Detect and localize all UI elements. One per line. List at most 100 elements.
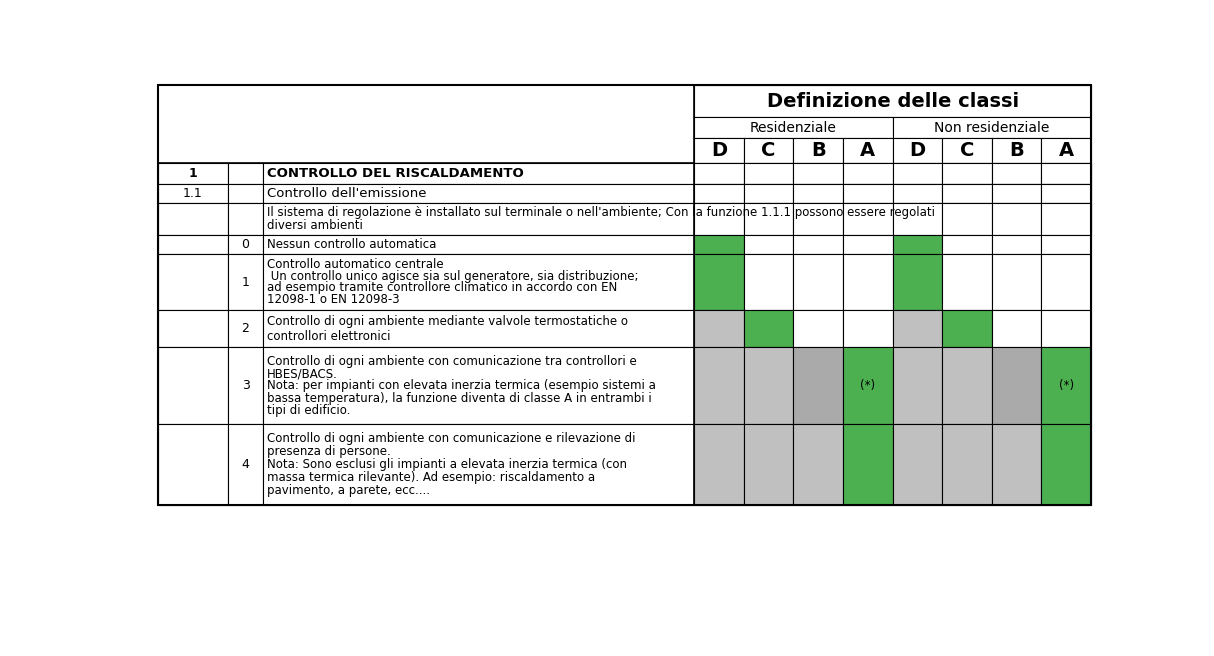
Bar — [992, 138, 1042, 163]
Text: (*): (*) — [1059, 379, 1074, 392]
Text: diversi ambienti: diversi ambienti — [267, 219, 363, 232]
Bar — [158, 163, 694, 504]
Text: 1: 1 — [242, 276, 249, 289]
Bar — [694, 348, 744, 424]
Bar — [843, 184, 892, 203]
Bar — [794, 253, 843, 310]
Bar — [942, 424, 992, 504]
Bar — [158, 203, 228, 235]
Bar — [694, 235, 744, 253]
Bar — [694, 163, 744, 184]
Bar — [228, 184, 263, 203]
Bar — [794, 424, 843, 504]
Bar — [158, 184, 228, 203]
Bar — [942, 184, 992, 203]
Bar — [992, 163, 1042, 184]
Text: bassa temperatura), la funzione diventa di classe A in entrambi i: bassa temperatura), la funzione diventa … — [267, 392, 652, 405]
Text: Nota: Sono esclusi gli impianti a elevata inerzia termica (con: Nota: Sono esclusi gli impianti a elevat… — [267, 458, 628, 471]
Bar — [263, 203, 1091, 235]
Text: Non residenziale: Non residenziale — [934, 121, 1050, 134]
Text: HBES/BACS.: HBES/BACS. — [267, 367, 339, 380]
Text: A: A — [1059, 141, 1074, 160]
Bar — [744, 253, 794, 310]
Text: Controllo di ogni ambiente con comunicazione e rilevazione di: Controllo di ogni ambiente con comunicaz… — [267, 432, 636, 445]
Text: Controllo di ogni ambiente con comunicazione tra controllori e: Controllo di ogni ambiente con comunicaz… — [267, 355, 637, 368]
Text: 3: 3 — [242, 379, 249, 392]
Bar — [992, 184, 1042, 203]
Text: Controllo automatico centrale: Controllo automatico centrale — [267, 258, 444, 272]
Bar — [744, 424, 794, 504]
Bar — [158, 235, 228, 253]
Bar — [843, 253, 892, 310]
Bar — [158, 348, 228, 424]
Bar — [843, 163, 892, 184]
Bar — [992, 348, 1042, 424]
Bar — [158, 424, 228, 504]
Bar — [694, 310, 744, 348]
Bar — [228, 203, 263, 235]
Text: 0: 0 — [242, 237, 250, 251]
Bar — [694, 85, 1091, 117]
Text: C: C — [960, 141, 975, 160]
Bar — [228, 348, 263, 424]
Bar — [843, 424, 892, 504]
Text: massa termica rilevante). Ad esempio: riscaldamento a: massa termica rilevante). Ad esempio: ri… — [267, 471, 595, 484]
Bar — [892, 117, 1091, 138]
Bar — [892, 184, 942, 203]
Bar — [1042, 424, 1091, 504]
Text: B: B — [1009, 141, 1025, 160]
Bar — [942, 310, 992, 348]
Bar — [794, 235, 843, 253]
Bar — [992, 310, 1042, 348]
Bar — [263, 348, 694, 424]
Bar — [158, 85, 1091, 504]
Bar — [744, 235, 794, 253]
Text: 1.1: 1.1 — [183, 187, 203, 200]
Bar — [892, 310, 942, 348]
Text: CONTROLLO DEL RISCALDAMENTO: CONTROLLO DEL RISCALDAMENTO — [267, 167, 524, 180]
Bar — [1042, 184, 1091, 203]
Bar — [892, 203, 942, 235]
Bar — [1042, 138, 1091, 163]
Bar — [942, 203, 992, 235]
Bar — [228, 235, 263, 253]
Text: 4: 4 — [242, 458, 249, 471]
Bar — [228, 253, 263, 310]
Text: (*): (*) — [861, 379, 875, 392]
Bar — [228, 163, 263, 184]
Bar — [744, 163, 794, 184]
Text: A: A — [861, 141, 875, 160]
Bar — [744, 138, 794, 163]
Bar — [942, 235, 992, 253]
Bar — [794, 163, 843, 184]
Bar — [263, 253, 694, 310]
Bar — [892, 163, 942, 184]
Bar — [794, 184, 843, 203]
Bar — [263, 310, 694, 348]
Bar — [263, 184, 1091, 203]
Bar — [1042, 203, 1091, 235]
Bar — [1042, 253, 1091, 310]
Bar — [263, 424, 694, 504]
Bar — [942, 163, 992, 184]
Text: Controllo dell'emissione: Controllo dell'emissione — [267, 187, 427, 200]
Bar — [1042, 163, 1091, 184]
Bar — [843, 348, 892, 424]
Bar — [694, 203, 744, 235]
Bar — [228, 424, 263, 504]
Text: Definizione delle classi: Definizione delle classi — [766, 92, 1019, 111]
Bar — [744, 310, 794, 348]
Bar — [1042, 235, 1091, 253]
Text: pavimento, a parete, ecc....: pavimento, a parete, ecc.... — [267, 483, 430, 497]
Bar — [892, 235, 942, 253]
Bar — [694, 117, 892, 138]
Text: presenza di persone.: presenza di persone. — [267, 445, 391, 458]
Bar — [158, 310, 228, 348]
Bar — [158, 163, 228, 184]
Bar — [942, 253, 992, 310]
Text: controllori elettronici: controllori elettronici — [267, 330, 391, 343]
Text: D: D — [909, 141, 925, 160]
Text: Residenziale: Residenziale — [750, 121, 836, 134]
Bar — [892, 348, 942, 424]
Text: Controllo di ogni ambiente mediante valvole termostatiche o: Controllo di ogni ambiente mediante valv… — [267, 315, 628, 328]
